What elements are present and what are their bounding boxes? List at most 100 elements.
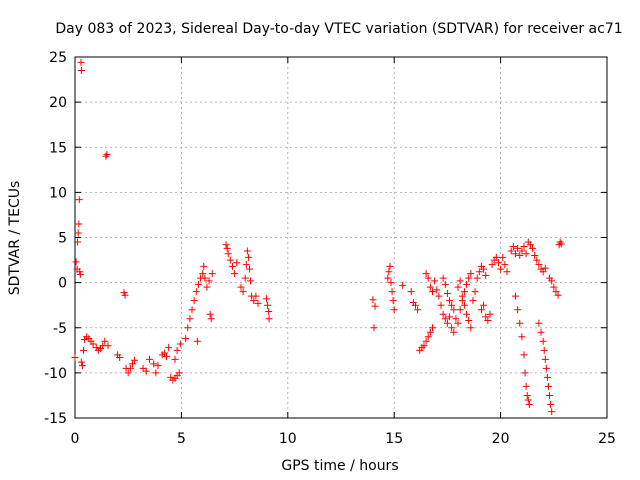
x-tick-label: 15 [385, 431, 403, 447]
y-tick-label: -15 [44, 411, 67, 427]
data-point [199, 270, 207, 278]
data-point [523, 391, 531, 399]
data-point [554, 291, 562, 299]
data-point [239, 288, 247, 296]
x-tick-label: 5 [177, 431, 186, 447]
axis-ticks: 0 5 10 15 20 25 -15 -10 -5 0 5 10 15 20 25 [44, 50, 616, 447]
data-point [206, 310, 214, 318]
data-point [475, 268, 483, 276]
data-point [550, 283, 558, 291]
data-point [460, 288, 468, 296]
x-tick-label: 25 [598, 431, 616, 447]
data-point [480, 265, 488, 273]
data-point [524, 396, 532, 404]
data-point [540, 346, 548, 354]
data-point [522, 250, 530, 258]
y-tick-label: 15 [49, 140, 67, 156]
data-point [124, 369, 132, 377]
data-point [420, 342, 428, 350]
data-point [384, 274, 392, 282]
data-point [435, 292, 443, 300]
data-point [443, 319, 451, 327]
y-tick-label: -10 [44, 366, 67, 382]
data-point [539, 337, 547, 345]
data-point [484, 317, 492, 325]
data-point [165, 344, 173, 352]
data-point [473, 274, 481, 282]
data-point [399, 281, 407, 289]
data-point [429, 288, 437, 296]
data-point [224, 250, 232, 258]
data-point [75, 196, 83, 204]
data-point [460, 301, 468, 309]
data-point [531, 252, 539, 260]
data-point [507, 247, 515, 255]
data-point [467, 324, 475, 332]
data-point [101, 337, 109, 345]
data-point [439, 274, 447, 282]
data-point [171, 355, 179, 363]
data-point [243, 247, 251, 255]
data-point [511, 292, 519, 300]
data-points [71, 58, 565, 416]
data-point [441, 280, 449, 288]
data-point [194, 280, 202, 288]
x-tick-label: 10 [279, 431, 297, 447]
data-point [173, 346, 181, 354]
data-point [370, 324, 378, 332]
data-point [456, 306, 464, 314]
data-point [154, 362, 162, 370]
data-point [264, 301, 272, 309]
data-point [188, 306, 196, 314]
data-point [544, 382, 552, 390]
data-point [190, 297, 198, 305]
data-point [514, 244, 522, 252]
data-point [548, 277, 556, 285]
data-point [369, 296, 377, 304]
data-point [223, 244, 231, 252]
data-point [121, 291, 129, 299]
data-point [429, 324, 437, 332]
data-point [439, 310, 447, 318]
data-point [441, 315, 449, 323]
data-point [128, 360, 136, 368]
data-point [182, 335, 190, 343]
data-point [535, 319, 543, 327]
data-point [456, 277, 464, 285]
data-point [389, 297, 397, 305]
data-point [74, 229, 82, 237]
data-point [71, 354, 79, 362]
data-point [422, 270, 430, 278]
data-point [546, 391, 554, 399]
data-point [152, 369, 160, 377]
data-point [371, 302, 379, 310]
data-point [541, 264, 549, 272]
data-point [250, 297, 258, 305]
data-point [407, 288, 415, 296]
data-point [488, 261, 496, 269]
y-tick-label: 20 [49, 95, 67, 111]
data-point [539, 268, 547, 276]
data-point [89, 340, 97, 348]
data-point [411, 301, 419, 309]
data-point [176, 340, 184, 348]
data-point [193, 337, 201, 345]
data-point [160, 349, 168, 357]
data-point [465, 274, 473, 282]
data-point [231, 270, 239, 278]
data-point [245, 265, 253, 273]
data-point [77, 358, 85, 366]
data-point [422, 337, 430, 345]
x-axis-label: GPS time / hours [281, 458, 398, 474]
data-point [492, 253, 500, 261]
data-point [145, 355, 153, 363]
data-point [537, 328, 545, 336]
data-point [533, 256, 541, 264]
data-point [386, 262, 394, 270]
data-point [265, 308, 273, 316]
data-point [175, 369, 183, 377]
data-point [163, 353, 171, 361]
data-point [548, 408, 556, 416]
data-point [501, 261, 509, 269]
data-point [486, 310, 494, 318]
